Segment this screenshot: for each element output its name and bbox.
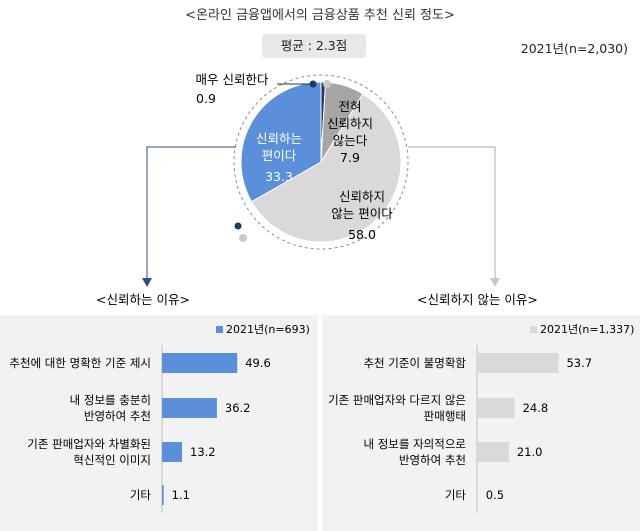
rather-not-value: 58.0 <box>348 227 376 242</box>
bar-1 <box>477 398 515 418</box>
not-at-all-label-line-1: 전혀 <box>338 99 361 114</box>
bar-2 <box>477 442 509 462</box>
pie-slices <box>240 81 402 243</box>
very-trust-value: 0.9 <box>196 91 216 106</box>
not-at-all-value: 7.9 <box>340 150 360 165</box>
pie-outer-dashed-ring <box>233 74 409 250</box>
bar-2 <box>162 442 183 462</box>
category-label-2-line-1: 혁신적인 이미지 <box>73 453 151 467</box>
distrust-end-marker <box>239 234 247 242</box>
bar-0 <box>477 353 559 373</box>
category-label-2-line-0: 기존 판매업자와 차별화된 <box>27 437 151 451</box>
bar-0 <box>162 353 238 373</box>
bar-value-1: 36.2 <box>225 401 251 415</box>
average-badge: 평균 : 2.3점 <box>262 34 366 58</box>
not-at-all-label-line-2: 신뢰하지 <box>327 116 373 131</box>
distrust-start-marker <box>323 80 331 88</box>
bar-value-0: 53.7 <box>566 356 592 370</box>
bar-value-2: 21.0 <box>517 445 543 459</box>
pie-slice-2 <box>250 93 402 243</box>
rather-trust-label-line-1: 신뢰하는 <box>256 131 302 146</box>
category-label-0-line-0: 추천에 대한 명확한 기준 제시 <box>9 356 151 370</box>
trust-reasons-arrow <box>142 278 152 287</box>
sample-size-label: 2021년(n=2,030) <box>520 41 628 56</box>
bar-3 <box>477 485 478 505</box>
very-trust-marker <box>309 80 317 88</box>
trust-end-marker <box>234 222 242 230</box>
bar-value-1: 24.8 <box>523 401 549 415</box>
chart-title: <온라인 금융앱에서의 금융상품 추천 신뢰 정도> <box>185 8 455 23</box>
category-label-1-line-0: 내 정보를 충분히 <box>70 393 151 407</box>
bar-3 <box>162 485 164 505</box>
bar-value-3: 1.1 <box>172 488 190 502</box>
distrust-legend-label: 2021년(n=1,337) <box>540 323 634 336</box>
distrust-reasons-connector <box>408 146 496 280</box>
trust-reasons-title: <신뢰하는 이유> <box>96 292 190 307</box>
category-label-3-line-0: 기타 <box>130 488 152 502</box>
rather-not-label-line-2: 않는 편이다 <box>331 206 393 221</box>
category-label-2-line-1: 반영하여 추천 <box>399 453 466 467</box>
bar-value-0: 49.6 <box>245 356 271 370</box>
trust-reasons-connector <box>146 146 236 280</box>
not-at-all-label-line-3: 않는다 <box>333 133 368 148</box>
category-label-2-line-0: 내 정보를 자의적으로 <box>363 437 466 451</box>
distrust-legend-swatch <box>530 326 537 333</box>
category-label-1-line-0: 기존 판매업자와 다르지 않은 <box>328 393 466 407</box>
rather-trust-label-line-2: 편이다 <box>262 148 297 163</box>
bar-value-2: 13.2 <box>190 445 216 459</box>
category-label-1-line-1: 반영하여 추천 <box>84 409 151 423</box>
very-trust-label: 매우 신뢰한다 <box>196 72 269 87</box>
bar-1 <box>162 398 217 418</box>
rather-not-label-line-1: 신뢰하지 <box>339 189 385 204</box>
trust-legend-swatch <box>216 326 223 333</box>
category-label-0-line-0: 추천 기준이 불명확함 <box>363 356 466 370</box>
trust-legend-label: 2021년(n=693) <box>226 323 310 336</box>
category-label-3-line-0: 기타 <box>445 488 467 502</box>
distrust-reasons-arrow <box>490 278 500 287</box>
bar-value-3: 0.5 <box>486 488 504 502</box>
rather-trust-value: 33.3 <box>265 169 293 184</box>
category-label-1-line-1: 판매행태 <box>424 409 466 423</box>
distrust-reasons-title: <신뢰하지 않는 이유> <box>417 292 538 307</box>
